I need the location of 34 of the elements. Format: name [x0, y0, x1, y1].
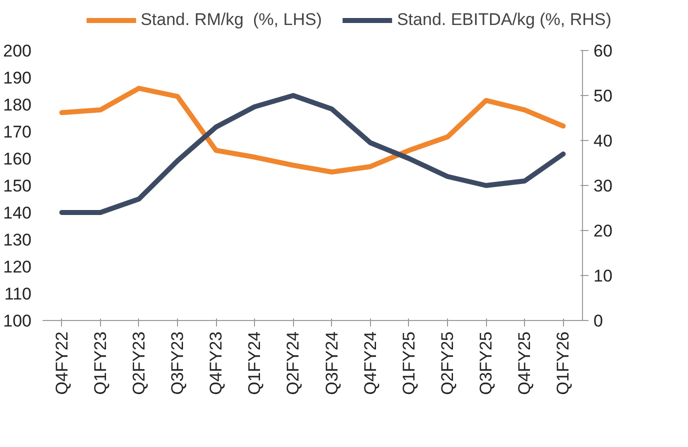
x-tick-label: Q1FY26	[554, 332, 573, 395]
y-tick-label: 150	[3, 176, 32, 196]
y2-tick-label: 30	[594, 176, 612, 196]
y-tick-label: 180	[3, 96, 32, 114]
x-tick-label: Q1FY23	[90, 332, 110, 395]
y-tick-label: 160	[3, 150, 32, 168]
y-tick-label: 200	[3, 42, 32, 60]
x-tick-label: Q1FY24	[245, 332, 264, 395]
y2-tick-label: 10	[594, 266, 612, 286]
x-tick-label: Q2FY24	[284, 332, 303, 395]
y-tick-label: 140	[3, 204, 32, 222]
y-tick-label: 170	[3, 122, 32, 142]
legend-label: Stand. RM/kg (%, LHS)	[140, 10, 322, 30]
x-tick-label: Q3FY23	[168, 332, 187, 395]
x-tick-label: Q4FY22	[52, 332, 72, 395]
x-tick-label: Q1FY25	[399, 332, 418, 395]
y-tick-label: 110	[4, 284, 32, 304]
x-tick-label: Q2FY25	[438, 332, 457, 395]
y2-tick-label: 0	[594, 312, 603, 330]
x-tick-label: Q2FY23	[129, 332, 148, 395]
y-tick-label: 120	[3, 258, 32, 276]
x-tick-label: Q4FY23	[206, 332, 226, 395]
legend-label: Stand. EBITDA/kg (%, RHS)	[396, 10, 612, 30]
x-tick-label: Q3FY25	[476, 332, 496, 395]
x-tick-label: Q4FY25	[515, 332, 534, 395]
y-tick-label: 130	[3, 230, 32, 250]
y2-tick-label: 20	[594, 222, 612, 240]
y2-tick-label: 40	[594, 132, 612, 150]
x-tick-label: Q4FY24	[360, 332, 380, 395]
y2-tick-label: 50	[594, 86, 612, 106]
x-tick-label: Q3FY24	[322, 332, 342, 395]
y-tick-label: 190	[3, 68, 32, 88]
y-tick-label: 100	[3, 312, 32, 330]
y2-tick-label: 60	[594, 42, 612, 60]
